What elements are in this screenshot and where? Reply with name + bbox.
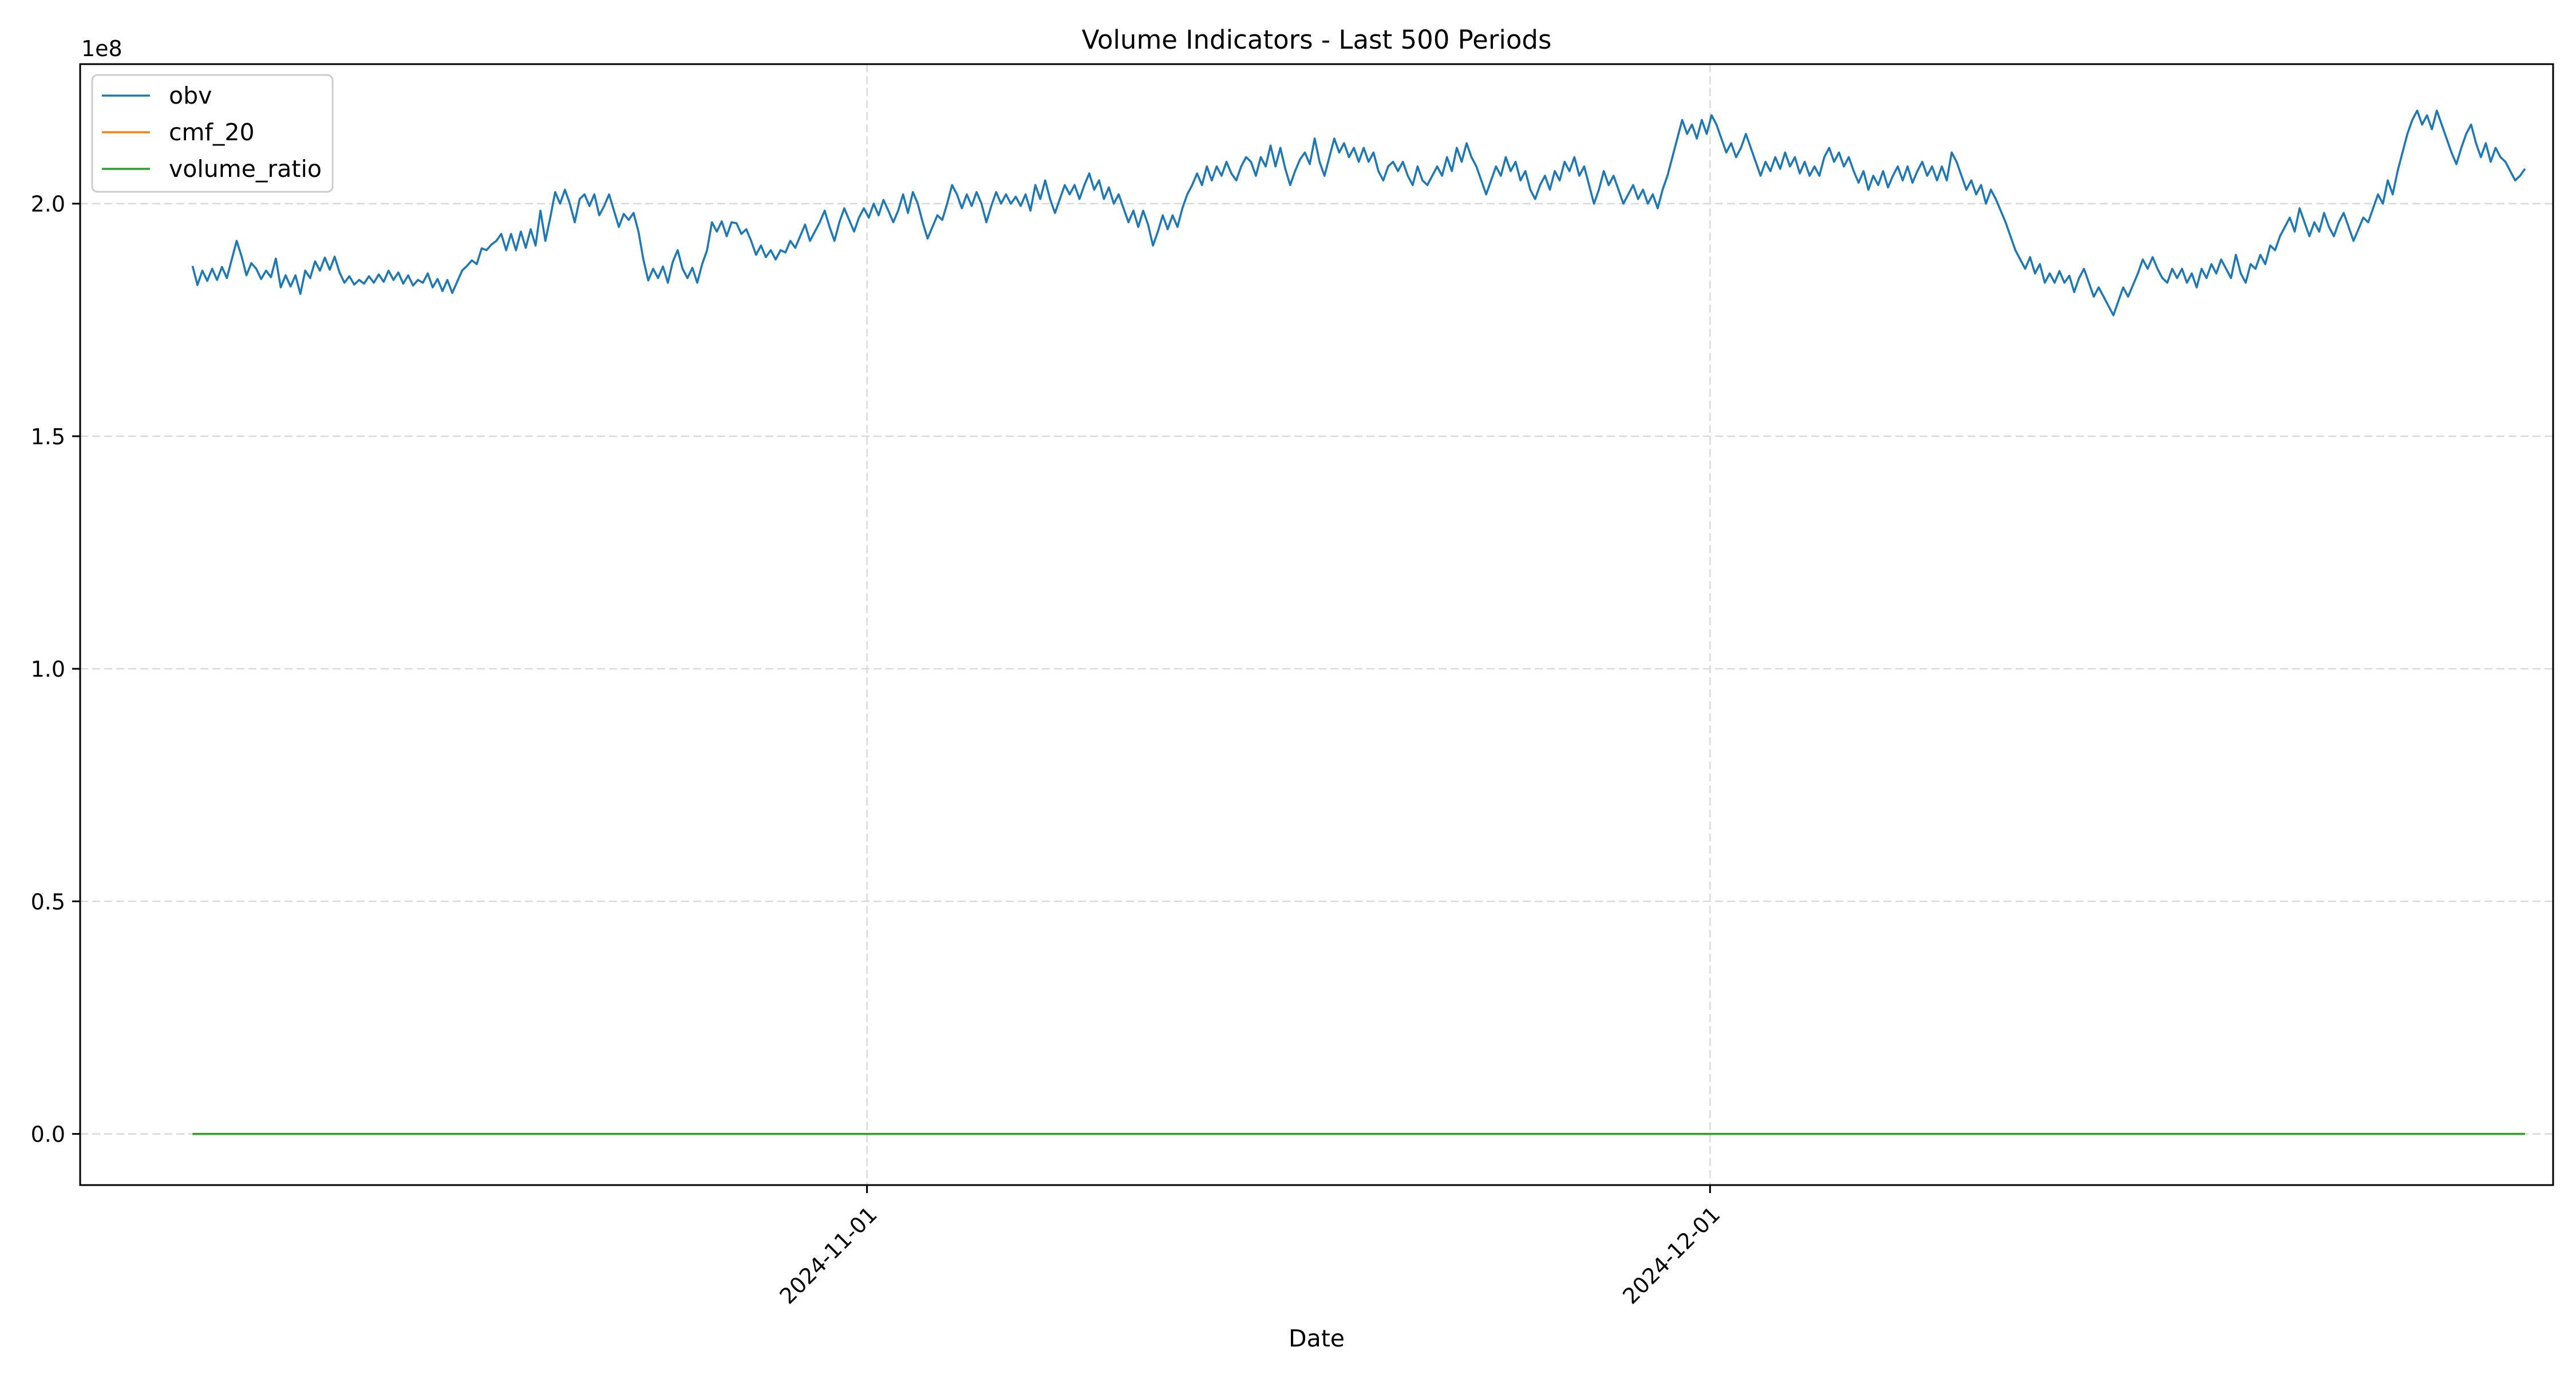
y-offset-label: 1e8	[81, 36, 123, 61]
legend-label: cmf_20	[169, 119, 255, 146]
legend: obv cmf_20 volume_ratio	[91, 74, 334, 193]
legend-entries: obv cmf_20 volume_ratio	[102, 82, 322, 183]
x-axis-label: Date	[1289, 1325, 1345, 1352]
y-tick-label: 2.0	[31, 192, 65, 217]
y-tick-label: 0.5	[31, 889, 65, 914]
series-layer	[191, 109, 2526, 1135]
y-tick-label: 0.0	[31, 1122, 65, 1147]
chart-title: Volume Indicators - Last 500 Periods	[1082, 25, 1552, 55]
series-line-obv	[191, 109, 2526, 317]
y-tick-label: 1.0	[31, 657, 65, 682]
y-axis: 0.0 0.5 1.0 1.5 2.0	[31, 192, 80, 1147]
y-tick-label: 1.5	[31, 424, 65, 449]
plot-area-frame	[79, 63, 2554, 1186]
legend-label: volume_ratio	[169, 155, 322, 183]
legend-label: obv	[169, 82, 212, 109]
legend-box	[91, 74, 334, 193]
